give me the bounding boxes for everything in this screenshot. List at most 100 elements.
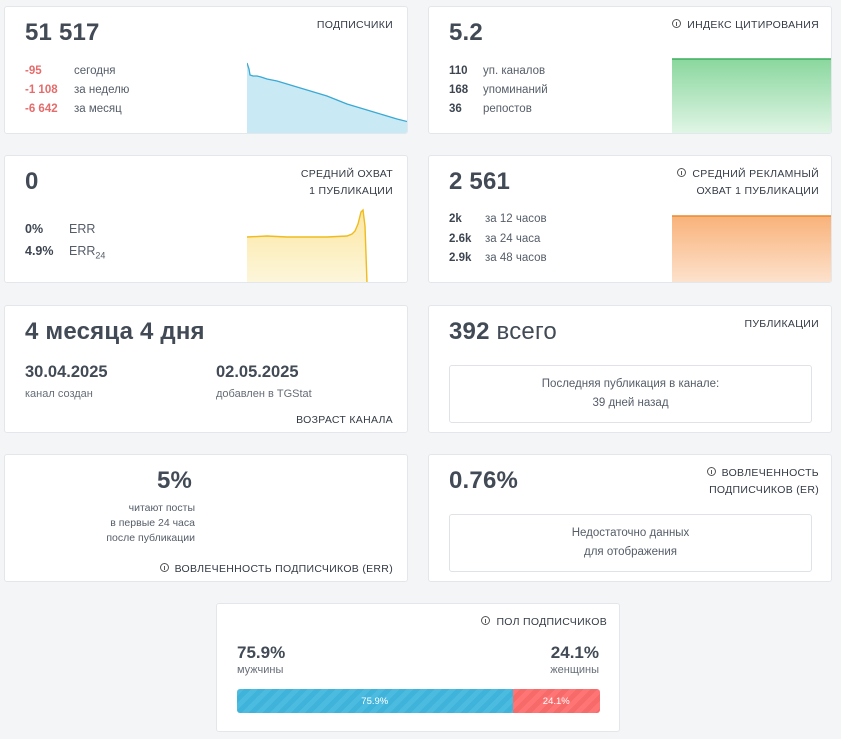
- er-card: 0.76% вовлеченность подписчиков (ER) Нед…: [428, 454, 832, 582]
- ad-reach-48h: 2.9k за 48 часов: [449, 252, 547, 264]
- citation-channels: 110 уп. каналов: [449, 65, 545, 77]
- err-label-text: вовлеченность подписчиков (ERR): [174, 563, 393, 575]
- ad-reach-48h-value: 2.9k: [449, 252, 472, 264]
- ad-reach-label-line1: средний рекламный: [692, 168, 819, 180]
- ad-reach-48h-label: за 48 часов: [485, 252, 547, 264]
- ad-reach-label-line1-wrap: средний рекламный: [677, 166, 819, 183]
- er-empty-line2: для отображения: [584, 546, 677, 558]
- reach-err: 0% ERR: [25, 222, 95, 236]
- err-label[interactable]: вовлеченность подписчиков (ERR): [159, 561, 393, 578]
- subscribers-week-label: за неделю: [74, 84, 130, 96]
- reach-card: 0 средний охват 1 публикации 0% ERR 4.9%…: [4, 155, 408, 283]
- reach-label: средний охват 1 публикации: [301, 166, 393, 200]
- last-publication-box: Последняя публикация в канале: 39 дней н…: [449, 365, 812, 423]
- reach-value: 0: [25, 168, 39, 195]
- female-label: женщины: [550, 664, 599, 676]
- ad-reach-12h-value: 2k: [449, 213, 462, 225]
- ad-reach-card: 2 561 средний рекламный охват 1 публикац…: [428, 155, 832, 283]
- info-icon[interactable]: [672, 19, 682, 28]
- created-label: канал создан: [25, 388, 93, 400]
- female-value: 24.1%: [550, 643, 599, 662]
- gender-bar: 75.9% 24.1%: [237, 689, 600, 713]
- citation-label[interactable]: индекс цитирования: [672, 17, 819, 34]
- ad-reach-12h: 2k за 12 часов: [449, 213, 547, 225]
- last-publication-line2: 39 дней назад: [592, 397, 669, 409]
- citation-reposts: 36 репостов: [449, 103, 532, 115]
- reach-label-line1: средний охват: [300, 168, 393, 180]
- publications-count-value: 392: [449, 318, 490, 345]
- publications-label: публикации: [744, 318, 819, 330]
- subscribers-today: -95 сегодня: [25, 65, 116, 77]
- citation-mentions-value: 168: [449, 84, 469, 96]
- created-date: 30.04.2025: [25, 363, 108, 381]
- reach-err24-sub: 24: [95, 250, 106, 261]
- gender-bar-male: 75.9%: [237, 689, 513, 713]
- citation-mentions-label: упоминаний: [483, 84, 548, 96]
- subscribers-week-value: -1 108: [25, 84, 58, 96]
- publications-count: 392 всего: [449, 318, 557, 346]
- subscribers-month-label: за месяц: [74, 103, 122, 115]
- reach-label-line2: 1 публикации: [309, 185, 393, 197]
- added-date: 02.05.2025: [216, 363, 299, 381]
- last-publication-line1: Последняя публикация в канале:: [541, 378, 720, 390]
- citation-sparkline: [672, 58, 831, 133]
- er-label-line1: вовлеченность: [721, 467, 819, 479]
- er-value: 0.76%: [449, 467, 519, 494]
- info-icon[interactable]: [159, 563, 169, 572]
- reach-err24-label-text: ERR: [69, 244, 96, 258]
- added-label: добавлен в TGStat: [216, 388, 312, 400]
- channel-age-label: возраст канала: [296, 414, 393, 426]
- citation-index-value: 5.2: [449, 19, 483, 46]
- er-label-line2: подписчиков (ER): [709, 484, 819, 496]
- er-label[interactable]: вовлеченность подписчиков (ER): [706, 465, 819, 499]
- subscribers-week: -1 108 за неделю: [25, 84, 129, 96]
- reach-err24-label: ERR24: [69, 244, 105, 261]
- gender-bar-female: 24.1%: [512, 689, 600, 713]
- subscribers-count: 51 517: [25, 19, 100, 46]
- subscribers-today-label: сегодня: [74, 65, 116, 77]
- subscribers-label: подписчики: [316, 19, 393, 31]
- ad-reach-24h-label: за 24 часа: [485, 233, 541, 245]
- err-description: читают посты в первые 24 часа после публ…: [106, 501, 195, 546]
- reach-err-label: ERR: [69, 222, 96, 236]
- ad-reach-sparkline: [672, 215, 831, 282]
- citation-channels-label: уп. каналов: [483, 65, 546, 77]
- info-icon[interactable]: [481, 616, 491, 625]
- ad-reach-24h-value: 2.6k: [449, 233, 472, 245]
- err-desc-line1: читают посты: [128, 502, 195, 514]
- subscribers-sparkline: [247, 62, 407, 133]
- reach-sparkline: [247, 208, 368, 282]
- citation-reposts-value: 36: [449, 103, 462, 115]
- ad-reach-label-line2: охват 1 публикации: [696, 185, 819, 197]
- gender-label-text: пол подписчиков: [496, 616, 607, 628]
- subscribers-card: 51 517 подписчики -95 сегодня -1 108 за …: [4, 6, 408, 134]
- err-desc-line2: в первые 24 часа: [110, 517, 195, 529]
- citation-reposts-label: репостов: [483, 103, 532, 115]
- reach-err24: 4.9% ERR24: [25, 244, 105, 261]
- publications-card: 392 всего публикации Последняя публикаци…: [428, 305, 832, 433]
- gender-card: пол подписчиков 75.9% мужчины 24.1% женщ…: [216, 603, 620, 732]
- er-label-line1-wrap: вовлеченность: [706, 465, 819, 482]
- publications-count-suffix: всего: [496, 318, 557, 345]
- gender-label[interactable]: пол подписчиков: [481, 614, 607, 631]
- subscribers-month-value: -6 642: [25, 103, 58, 115]
- ad-reach-value: 2 561: [449, 168, 511, 195]
- ad-reach-12h-label: за 12 часов: [485, 213, 547, 225]
- subscribers-month: -6 642 за месяц: [25, 103, 122, 115]
- channel-age-card: 4 месяца 4 дня 30.04.2025 канал создан 0…: [4, 305, 408, 433]
- info-icon[interactable]: [706, 467, 716, 476]
- ad-reach-label[interactable]: средний рекламный охват 1 публикации: [677, 166, 819, 200]
- info-icon[interactable]: [677, 168, 687, 177]
- ad-reach-24h: 2.6k за 24 часа: [449, 233, 540, 245]
- citation-mentions: 168 упоминаний: [449, 84, 548, 96]
- citation-channels-value: 110: [449, 65, 468, 77]
- er-empty-line1: Недостаточно данных: [571, 527, 690, 539]
- male-value: 75.9%: [237, 643, 286, 662]
- err-value: 5%: [157, 467, 193, 494]
- reach-err24-value: 4.9%: [25, 244, 54, 258]
- male-label: мужчины: [237, 664, 284, 676]
- citation-card: 5.2 индекс цитирования 110 уп. каналов 1…: [428, 6, 832, 134]
- citation-label-text: индекс цитирования: [687, 19, 819, 31]
- reach-err-value: 0%: [25, 222, 44, 236]
- err-desc-line3: после публикации: [106, 532, 195, 544]
